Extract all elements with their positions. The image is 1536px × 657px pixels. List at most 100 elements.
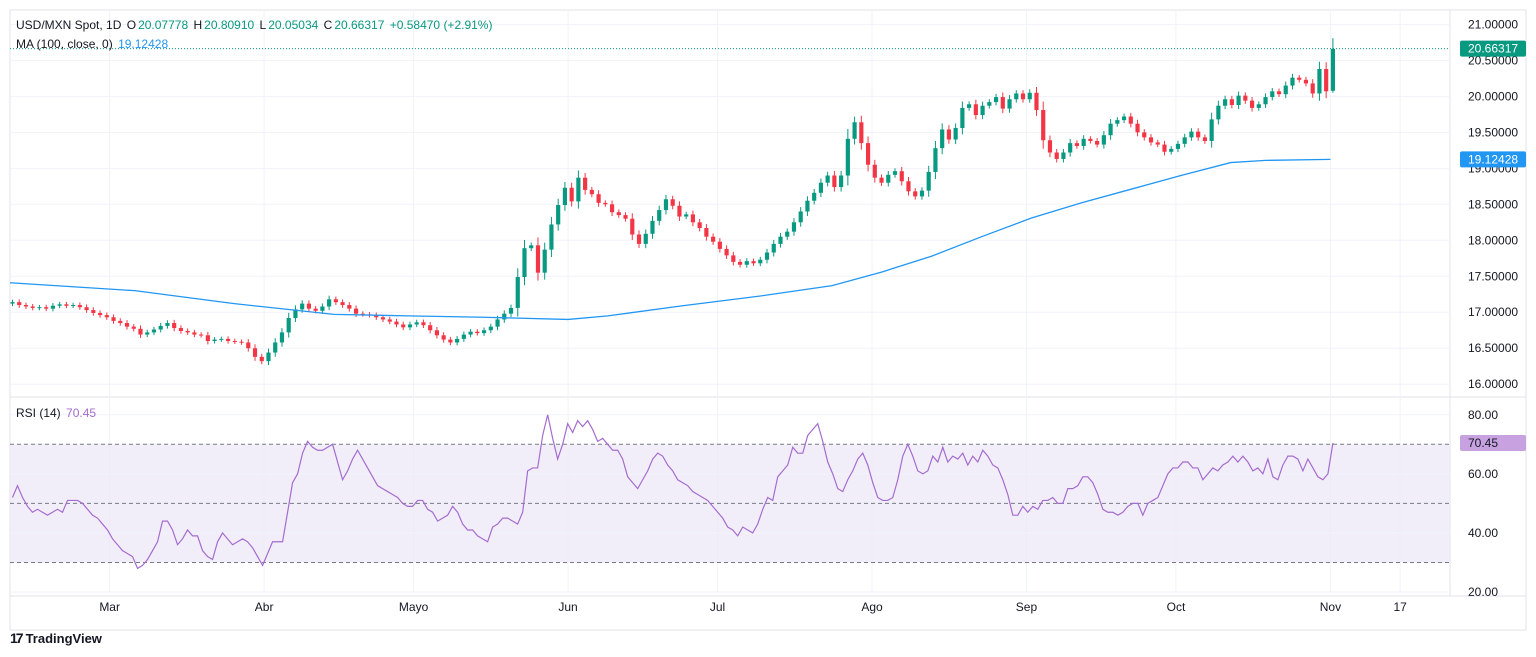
price-tick-label: 19.50000 — [1468, 125, 1518, 139]
candle-body — [1283, 85, 1288, 95]
candle-body — [549, 224, 554, 250]
last-price-badge-bg — [1460, 40, 1526, 57]
candle-body — [10, 302, 15, 304]
candle-body — [502, 313, 507, 320]
candle-body — [919, 190, 925, 197]
candle-body — [1189, 131, 1194, 138]
open-value: 20.07778 — [138, 18, 189, 32]
candle-body — [340, 302, 345, 306]
candle-body — [751, 261, 756, 264]
candle-body — [960, 107, 965, 129]
ma-legend-value: 19.12428 — [118, 37, 169, 51]
candle-body — [583, 177, 588, 190]
candle-body — [77, 305, 82, 308]
candle-body — [1142, 132, 1147, 138]
candle-body — [1169, 148, 1174, 152]
candle-body — [724, 248, 729, 256]
candle-body — [64, 304, 69, 306]
x-tick-label: Sep — [1016, 600, 1038, 614]
ma-price-badge: 19.12428 — [1468, 152, 1518, 166]
candle-body — [1263, 97, 1268, 105]
price-tick-label: 18.00000 — [1468, 233, 1518, 247]
candle-body — [778, 236, 783, 244]
candle-body — [892, 171, 898, 175]
candle-body — [1236, 95, 1241, 105]
price-tick-label: 20.50000 — [1468, 53, 1518, 67]
candle-body — [394, 321, 399, 325]
x-tick-label: Abr — [255, 600, 274, 614]
candle-body — [1303, 79, 1309, 84]
candle-body — [872, 164, 877, 178]
x-tick-label: Jul — [710, 600, 725, 614]
candle-body — [1108, 123, 1113, 136]
candle-body — [1196, 131, 1201, 138]
candle-body — [818, 182, 823, 193]
candle-body — [1101, 135, 1106, 145]
price-tick-label: 17.00000 — [1468, 305, 1518, 319]
candle-body — [993, 97, 999, 103]
candle-body — [1324, 69, 1329, 92]
candle-body — [535, 245, 541, 273]
candle-body — [1202, 137, 1207, 141]
ma-label: MA (100, close, 0) — [16, 37, 113, 51]
candle-body — [475, 331, 480, 334]
candle-body — [508, 307, 514, 314]
candle-body — [1256, 104, 1261, 108]
candle-body — [468, 331, 473, 335]
candle-body — [111, 317, 116, 321]
candle-body — [798, 211, 803, 223]
rsi-tick-label: 40.00 — [1468, 526, 1498, 540]
ma-legend: MA (100, close, 0) 19.12428 — [16, 37, 170, 51]
candle-body — [731, 255, 736, 262]
candle-body — [704, 228, 709, 237]
candle-body — [785, 231, 790, 237]
change-value: +0.58470 (+2.91%) — [389, 18, 493, 32]
candle-body — [57, 304, 62, 306]
candle-body — [286, 318, 291, 333]
candle-body — [967, 104, 972, 108]
tradingview-logo[interactable]: 17 TradingView — [10, 630, 102, 646]
price-tick-label: 16.50000 — [1468, 341, 1518, 355]
candle-body — [387, 319, 392, 322]
candle-body — [1007, 99, 1012, 109]
candle-body — [677, 205, 682, 217]
candle-body — [407, 324, 413, 328]
candle-body — [1223, 99, 1228, 106]
candle-body — [596, 194, 601, 203]
tradingview-logo-text: TradingView — [25, 630, 102, 646]
candle-body — [764, 252, 770, 260]
candle-body — [1121, 116, 1127, 121]
candle-body — [91, 310, 96, 313]
candle-body — [1175, 143, 1181, 149]
candle-body — [859, 122, 864, 144]
candle-body — [576, 177, 581, 202]
tradingview-logo-icon: 17 — [10, 630, 24, 646]
candle-body — [327, 299, 332, 307]
price-tick-label: 18.50000 — [1468, 197, 1518, 211]
candle-body — [973, 104, 978, 116]
x-tick-label: Oct — [1167, 600, 1186, 614]
candle-body — [657, 210, 662, 221]
x-tick-label: Mayo — [399, 600, 429, 614]
rsi-tick-label: 60.00 — [1468, 467, 1498, 481]
candle-body — [252, 348, 258, 357]
candle-body — [246, 342, 251, 349]
candle-body — [980, 105, 985, 116]
candle-body — [589, 189, 594, 195]
candle-body — [515, 276, 520, 308]
candle-body — [1162, 144, 1167, 152]
candle-body — [481, 330, 487, 334]
candle-body — [953, 128, 958, 140]
candle-body — [791, 222, 797, 232]
rsi-line — [11, 414, 1334, 570]
symbol-title: USD/MXN Spot, 1D — [16, 18, 122, 32]
candle-body — [697, 222, 702, 229]
candle-body — [758, 259, 763, 264]
candle-body — [1081, 138, 1086, 147]
candle-body — [1034, 92, 1039, 111]
candle-body — [313, 308, 318, 311]
candle-body — [643, 233, 648, 244]
candle-body — [225, 338, 231, 342]
candle-body — [205, 335, 210, 342]
